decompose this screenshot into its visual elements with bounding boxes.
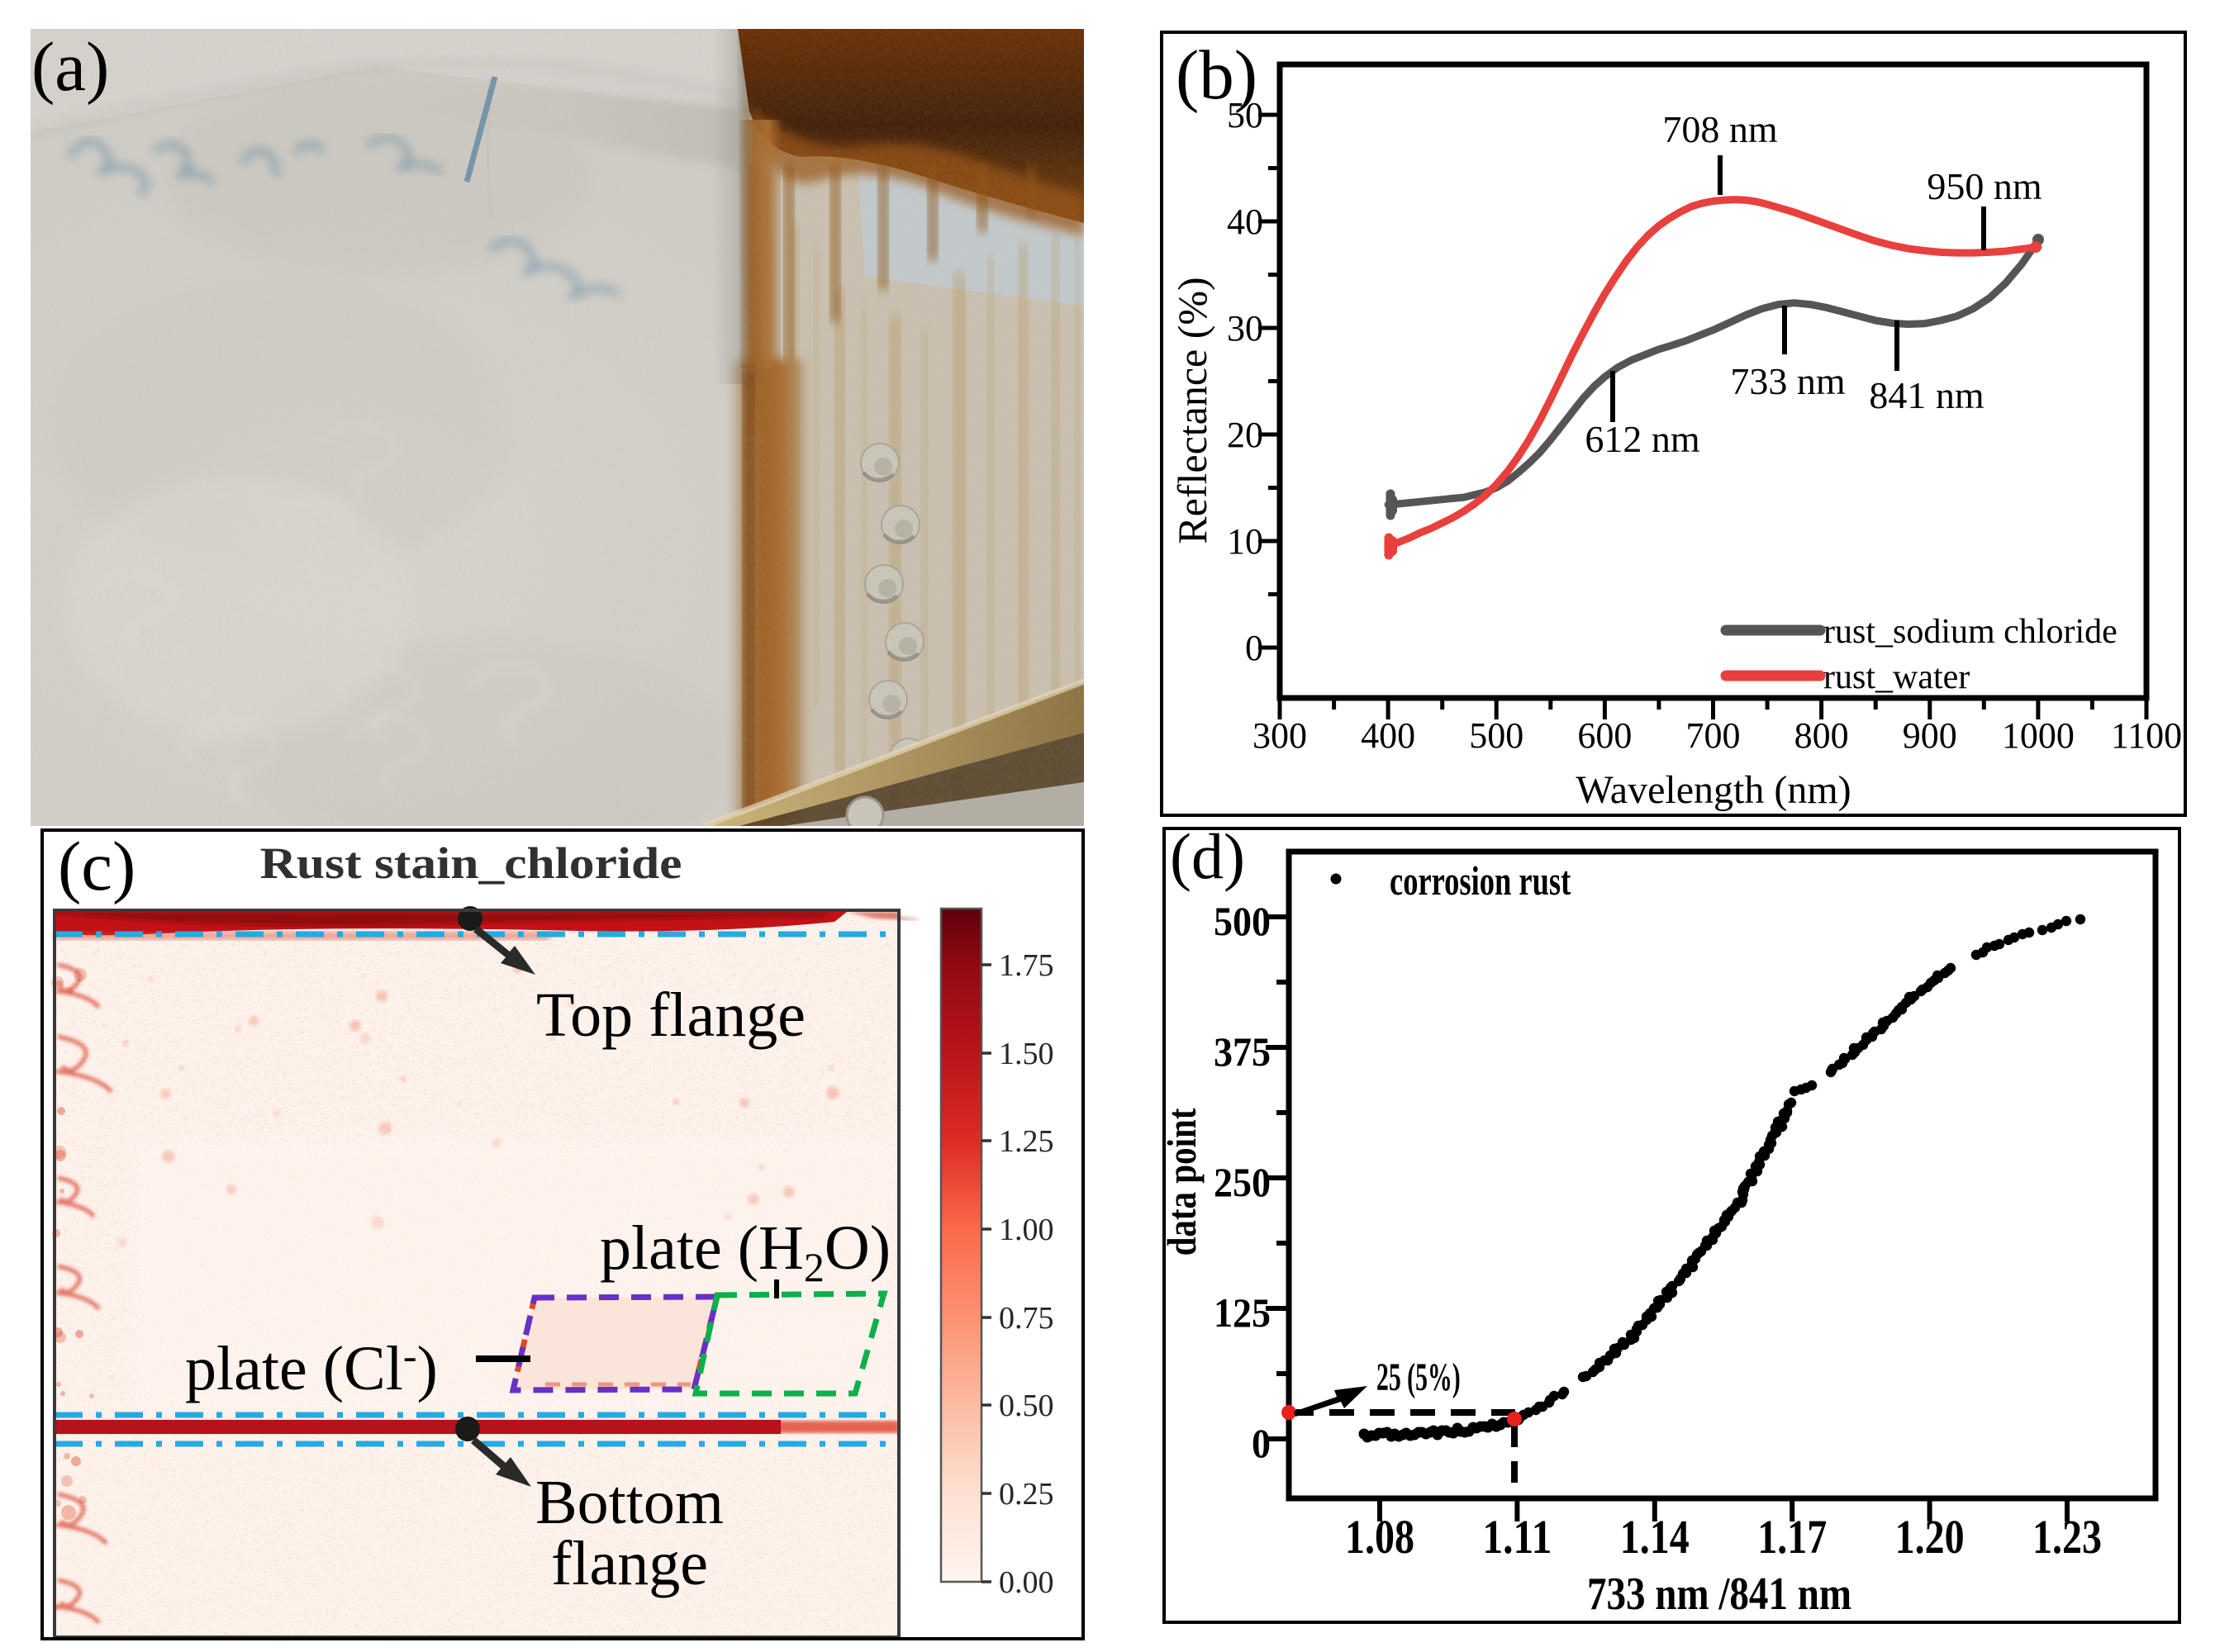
svg-text:Wavelength (nm): Wavelength (nm) — [1576, 768, 1851, 812]
svg-text:rust_water: rust_water — [1823, 658, 1970, 696]
svg-text:1.08: 1.08 — [1345, 1510, 1414, 1564]
svg-text:1.11: 1.11 — [1482, 1510, 1552, 1564]
svg-text:0: 0 — [1252, 1421, 1271, 1466]
svg-text:1000: 1000 — [2002, 715, 2075, 756]
svg-text:1.20: 1.20 — [1895, 1510, 1965, 1564]
svg-text:30: 30 — [1227, 308, 1263, 349]
svg-text:1.75: 1.75 — [999, 948, 1054, 983]
svg-text:25 (5%): 25 (5%) — [1376, 1355, 1461, 1399]
svg-text:375: 375 — [1214, 1029, 1271, 1075]
svg-text:plate (H2O): plate (H2O) — [600, 1213, 891, 1290]
svg-text:Reflectance (%): Reflectance (%) — [1169, 277, 1215, 544]
svg-text:(d): (d) — [1170, 830, 1245, 892]
svg-text:50: 50 — [1227, 95, 1263, 135]
svg-text:0: 0 — [1245, 628, 1263, 668]
svg-text:1.00: 1.00 — [999, 1213, 1054, 1247]
svg-text:125: 125 — [1214, 1290, 1271, 1336]
svg-text:733 nm /841 nm: 733 nm /841 nm — [1587, 1569, 1851, 1620]
svg-text:1100: 1100 — [2111, 715, 2182, 756]
svg-text:700: 700 — [1686, 715, 1741, 756]
svg-text:600: 600 — [1577, 715, 1632, 756]
svg-text:841 nm: 841 nm — [1869, 374, 1984, 416]
svg-text:800: 800 — [1794, 715, 1849, 756]
svg-text:plate (Cl-): plate (Cl-) — [185, 1332, 438, 1403]
svg-text:Bottom: Bottom — [535, 1468, 724, 1537]
svg-text:(a): (a) — [31, 29, 109, 106]
svg-text:0.25: 0.25 — [999, 1477, 1054, 1512]
svg-text:flange: flange — [551, 1529, 708, 1598]
svg-text:(b): (b) — [1176, 36, 1257, 114]
svg-text:Top flange: Top flange — [536, 980, 806, 1050]
svg-text:733 nm: 733 nm — [1730, 360, 1846, 402]
svg-text:rust_sodium chloride: rust_sodium chloride — [1823, 613, 2118, 651]
svg-text:500: 500 — [1214, 899, 1271, 944]
svg-text:950 nm: 950 nm — [1927, 165, 2042, 207]
svg-text:1.23: 1.23 — [2032, 1510, 2102, 1564]
svg-text:40: 40 — [1227, 202, 1263, 242]
svg-text:250: 250 — [1214, 1160, 1271, 1205]
svg-text:(c): (c) — [58, 832, 135, 905]
svg-text:10: 10 — [1227, 521, 1263, 562]
svg-text:900: 900 — [1903, 715, 1957, 756]
svg-text:300: 300 — [1252, 715, 1307, 756]
svg-text:1.17: 1.17 — [1757, 1510, 1827, 1564]
svg-text:data point: data point — [1166, 1108, 1205, 1256]
svg-text:0.50: 0.50 — [999, 1389, 1054, 1423]
svg-text:1.50: 1.50 — [999, 1037, 1054, 1071]
svg-text:500: 500 — [1469, 715, 1523, 756]
svg-text:0.00: 0.00 — [999, 1565, 1054, 1600]
svg-text:400: 400 — [1361, 715, 1415, 756]
svg-text:20: 20 — [1227, 415, 1263, 455]
svg-text:612 nm: 612 nm — [1585, 418, 1700, 460]
svg-text:1.25: 1.25 — [999, 1124, 1054, 1159]
svg-text:0.75: 0.75 — [999, 1301, 1054, 1336]
svg-text:corrosion rust: corrosion rust — [1390, 859, 1571, 904]
svg-text:Rust stain_chloride: Rust stain_chloride — [260, 838, 682, 888]
svg-text:708 nm: 708 nm — [1662, 108, 1778, 150]
svg-text:1.14: 1.14 — [1620, 1510, 1690, 1564]
